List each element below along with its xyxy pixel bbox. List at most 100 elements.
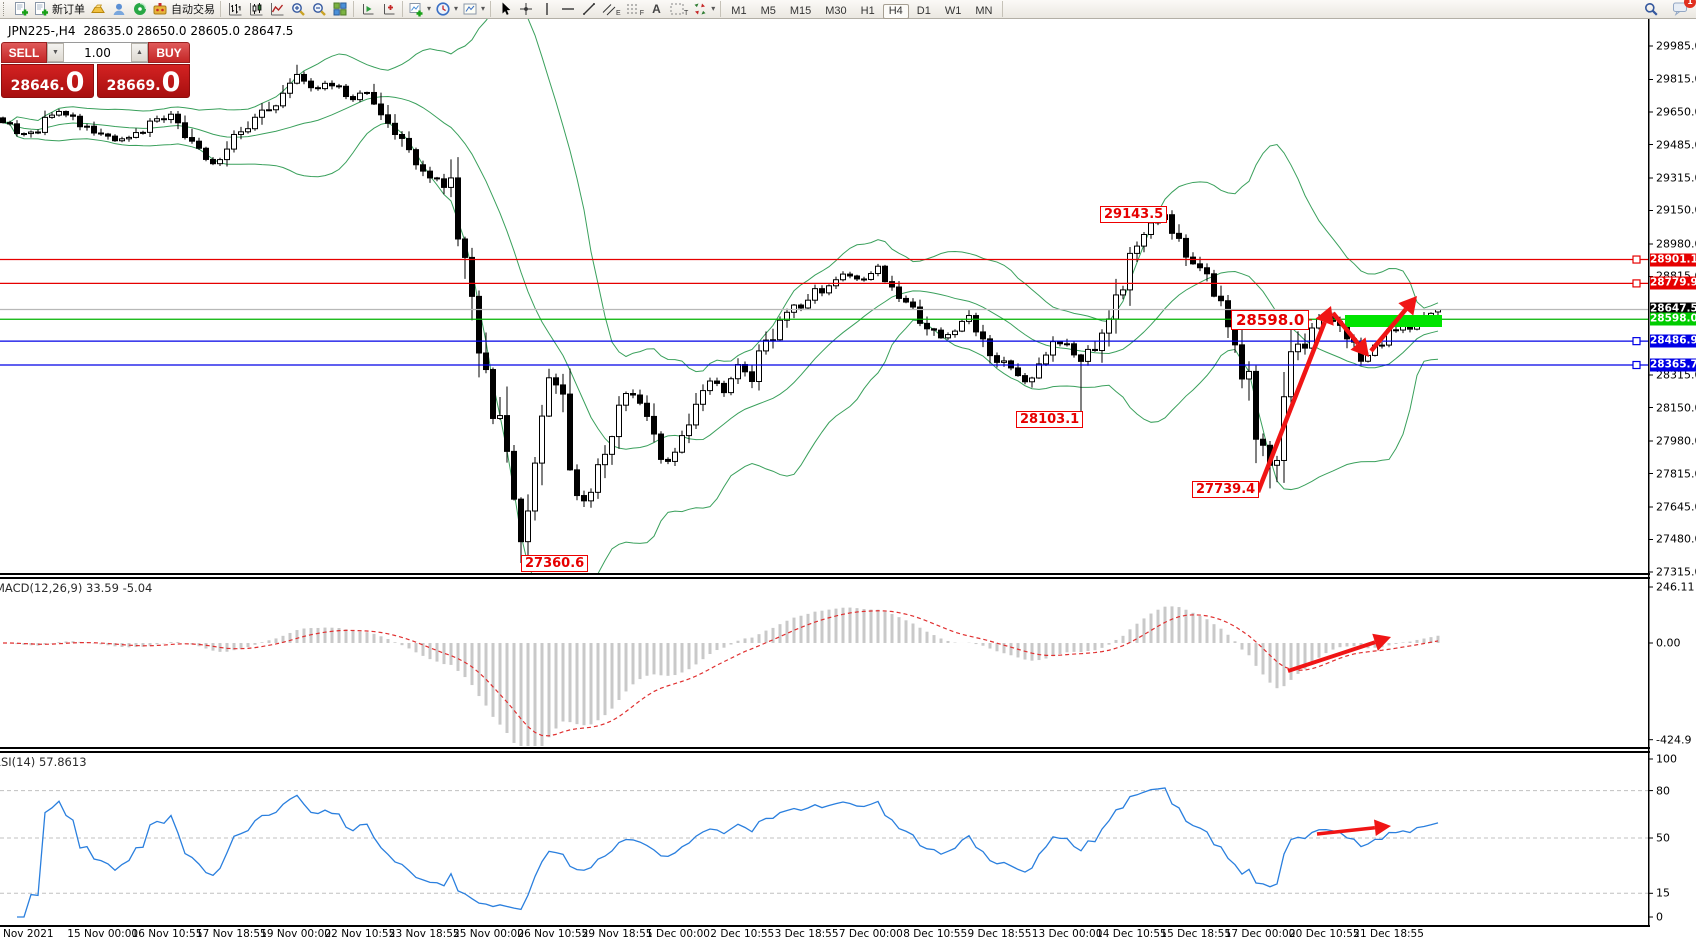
timeframe-m1[interactable]: M1 <box>725 4 752 19</box>
search-icon[interactable] <box>1640 0 1661 18</box>
text-label-tool-button[interactable]: T <box>667 0 690 18</box>
timeframe-d1[interactable]: D1 <box>911 4 937 19</box>
horizontal-line-tool-button[interactable] <box>557 0 578 18</box>
trend-arrow[interactable] <box>1287 633 1391 673</box>
date-label: 23 Nov 18:55 <box>388 928 460 940</box>
trend-arrow[interactable] <box>1331 311 1369 357</box>
rsi-axis-tick: 50 <box>1656 831 1670 845</box>
line-drag-handle[interactable] <box>1632 279 1641 288</box>
line-drag-handle[interactable] <box>1632 337 1641 346</box>
date-label: Nov 2021 <box>3 928 54 940</box>
market-icon-button[interactable] <box>87 0 108 18</box>
new-chart-button[interactable] <box>10 0 31 18</box>
chart-shift-button[interactable] <box>378 0 399 18</box>
y-axis-tick: 27315.0 <box>1656 565 1696 579</box>
vertical-line-tool-button[interactable] <box>536 0 557 18</box>
tile-windows-button[interactable] <box>329 0 350 18</box>
toolbar-separator <box>402 1 403 17</box>
rsi-pane <box>0 787 1648 918</box>
line-drag-handle[interactable] <box>1632 360 1641 370</box>
indicators-button[interactable]: ▾ <box>406 0 433 18</box>
notification-badge: 1 <box>1684 0 1696 8</box>
indicators-glyph <box>409 3 423 17</box>
price-annotation[interactable]: 28598.0 <box>1231 310 1310 330</box>
timeframe-h1[interactable]: H1 <box>855 4 881 19</box>
chart-shift-glyph <box>383 4 394 15</box>
fibonacci-tool-button[interactable]: F <box>623 0 646 18</box>
fibonacci-glyph: F <box>639 9 644 17</box>
text-tool-button[interactable]: A <box>646 0 667 18</box>
y-axis-tick: 27815.0 <box>1656 467 1696 480</box>
community-icon-button[interactable] <box>108 0 129 18</box>
volume-increase-button[interactable]: ▲ <box>131 43 148 62</box>
chat-notification[interactable]: 1 <box>1669 0 1696 20</box>
zoom-out-button[interactable] <box>308 0 329 18</box>
price-tag: 28901.1 <box>1650 253 1696 267</box>
macd-axis-tick: 246.11 <box>1656 580 1695 594</box>
timeframe-m30[interactable]: M30 <box>819 4 852 19</box>
price-annotation[interactable]: 28103.1 <box>1016 411 1084 428</box>
text-label-tool-glyph <box>670 3 684 15</box>
timeframe-m15[interactable]: M15 <box>784 4 817 19</box>
bar-chart-mode-button[interactable] <box>224 0 245 18</box>
crosshair-tool-button[interactable] <box>515 0 536 18</box>
date-label: 13 Dec 00:00 <box>1031 928 1103 940</box>
date-label: 15 Nov 00:00 <box>67 928 139 940</box>
date-label: 20 Dec 10:55 <box>1289 928 1360 940</box>
y-axis-tick: 27480.0 <box>1656 532 1696 546</box>
new-chart-glyph <box>14 2 28 16</box>
signals-icon-button[interactable] <box>129 0 150 18</box>
trend-arrow[interactable] <box>1255 306 1334 493</box>
bar-chart-mode-glyph <box>228 3 241 16</box>
new-order-button[interactable]: 新订单 <box>31 0 87 18</box>
templates-glyph <box>463 3 477 15</box>
channel-glyph: E <box>616 9 621 17</box>
toolbar-separator <box>490 1 492 17</box>
y-axis-tick: 27980.0 <box>1656 434 1696 448</box>
rsi-levels <box>0 790 1648 894</box>
rsi-label: RSI(14) 57.8613 <box>0 755 87 769</box>
sell-button[interactable]: SELL <box>1 42 47 63</box>
bid-price[interactable]: 28646. 0 <box>1 64 94 98</box>
volume-value[interactable]: 1.00 <box>84 45 111 60</box>
candlestick-mode-button[interactable] <box>245 0 266 18</box>
date-label: 26 Nov 10:55 <box>517 928 589 940</box>
channel-tool-button[interactable]: E <box>599 0 623 18</box>
price-tag: 28486.9 <box>1650 334 1696 348</box>
trend-arrow[interactable] <box>1369 296 1417 353</box>
chevron-down-icon: ▾ <box>454 4 459 13</box>
trendline-tool-button[interactable] <box>578 0 599 18</box>
timeframe-h4[interactable]: H4 <box>882 3 909 19</box>
price-annotation[interactable]: 27739.4 <box>1192 481 1260 498</box>
price-annotation[interactable]: 29143.5 <box>1100 206 1168 223</box>
timeframe-m5[interactable]: M5 <box>755 4 782 19</box>
auto-scroll-button[interactable] <box>357 0 378 18</box>
candlestick-mode-glyph <box>249 3 262 16</box>
auto-trading-button[interactable]: 自动交易 <box>150 0 217 18</box>
cursor-tool-button[interactable] <box>494 0 515 18</box>
toolbar: 新订单 自动交易 ▾ ▾ ▾ E F A T ▾ M1 M5 M15 M30 H1 H <box>0 0 1696 19</box>
templates-button[interactable]: ▾ <box>460 0 487 18</box>
macd-axis-tick: 0.00 <box>1656 636 1681 650</box>
timeframe-mn[interactable]: MN <box>969 4 998 19</box>
arrows-tool-button[interactable]: ▾ <box>690 0 717 18</box>
zoom-in-button[interactable] <box>287 0 308 18</box>
periods-button[interactable]: ▾ <box>433 0 460 18</box>
volume-decrease-button[interactable]: ▼ <box>47 43 64 62</box>
buy-button[interactable]: BUY <box>148 42 190 63</box>
ask-price-main: 28669. <box>106 78 161 94</box>
line-drag-handle[interactable] <box>1632 255 1641 264</box>
rsi-values: 57.8613 <box>38 755 87 769</box>
trend-arrow[interactable] <box>1316 819 1391 836</box>
rsi-axis-tick: 100 <box>1656 752 1677 766</box>
price-tag: 28779.9 <box>1650 276 1696 290</box>
line-chart-mode-button[interactable] <box>266 0 287 18</box>
ask-price[interactable]: 28669. 0 <box>97 64 190 98</box>
bollinger-bands <box>2 19 1439 575</box>
timeframe-w1[interactable]: W1 <box>939 4 968 19</box>
date-label: 16 Nov 10:55 <box>131 928 203 940</box>
community-icon-glyph <box>113 3 124 15</box>
bid-price-pip: 0 <box>65 67 85 98</box>
price-annotation[interactable]: 27360.6 <box>521 555 589 572</box>
